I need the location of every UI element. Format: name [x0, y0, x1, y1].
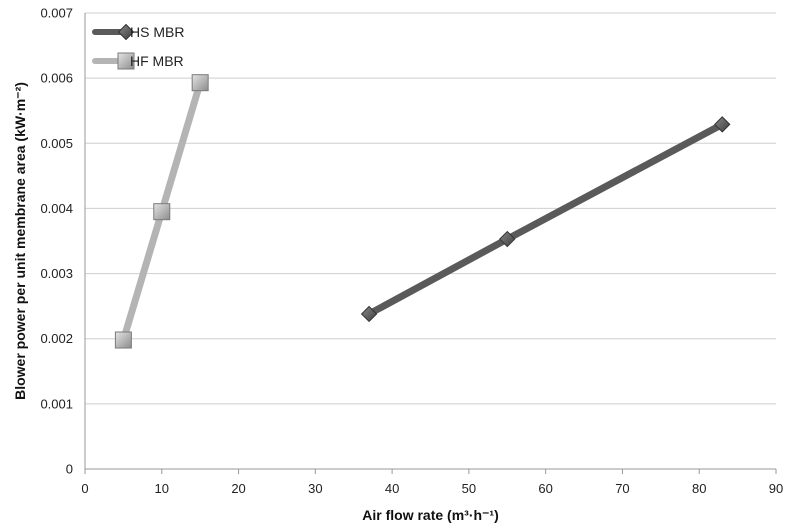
diamond-marker	[499, 230, 516, 248]
x-axis-title: Air flow rate (m³·h⁻¹)	[362, 507, 499, 523]
x-tick-label: 10	[155, 481, 169, 496]
series-markers	[114, 74, 731, 349]
x-tick-label: 90	[769, 481, 783, 496]
diamond-marker	[714, 116, 731, 133]
x-tick-label: 50	[462, 481, 476, 496]
square-marker	[117, 52, 135, 70]
y-tick-label: 0.001	[40, 396, 73, 411]
y-axis-title: Blower power per unit membrane area (kW·…	[12, 82, 28, 400]
diamond-marker	[117, 23, 135, 41]
y-tick-label: 0.004	[40, 201, 73, 216]
x-tick-label: 30	[308, 481, 322, 496]
series-line-hs-mbr	[365, 120, 726, 318]
square-marker	[153, 203, 171, 221]
x-tick-label: 20	[231, 481, 245, 496]
y-tick-label: 0.003	[40, 266, 73, 281]
legend-label: HF MBR	[130, 53, 184, 69]
x-tick-label: 80	[692, 481, 706, 496]
square-marker	[191, 74, 209, 92]
y-tick-label: 0.002	[40, 331, 73, 346]
axes: 0 0.001 0.002 0.003 0.004 0.005 0.006 0.007 0 10 2…	[40, 6, 783, 497]
y-tick-label: 0	[66, 462, 73, 477]
x-tick-label: 40	[385, 481, 399, 496]
gridlines	[85, 12, 776, 405]
legend-item-hs-mbr: HS MBR	[92, 23, 184, 41]
x-tick-label: 0	[81, 481, 88, 496]
legend-item-hf-mbr: HF MBR	[92, 52, 184, 70]
square-marker	[114, 331, 132, 349]
series-lines	[119, 79, 726, 344]
x-tick-label: 60	[538, 481, 552, 496]
y-tick-label: 0.005	[40, 136, 73, 151]
y-tick-label: 0.006	[40, 71, 73, 86]
diamond-marker	[360, 305, 378, 323]
legend: HS MBR HF MBR	[92, 23, 184, 70]
legend-label: HS MBR	[130, 24, 184, 40]
x-tick-label: 70	[615, 481, 629, 496]
y-tick-label: 0.007	[40, 6, 73, 21]
